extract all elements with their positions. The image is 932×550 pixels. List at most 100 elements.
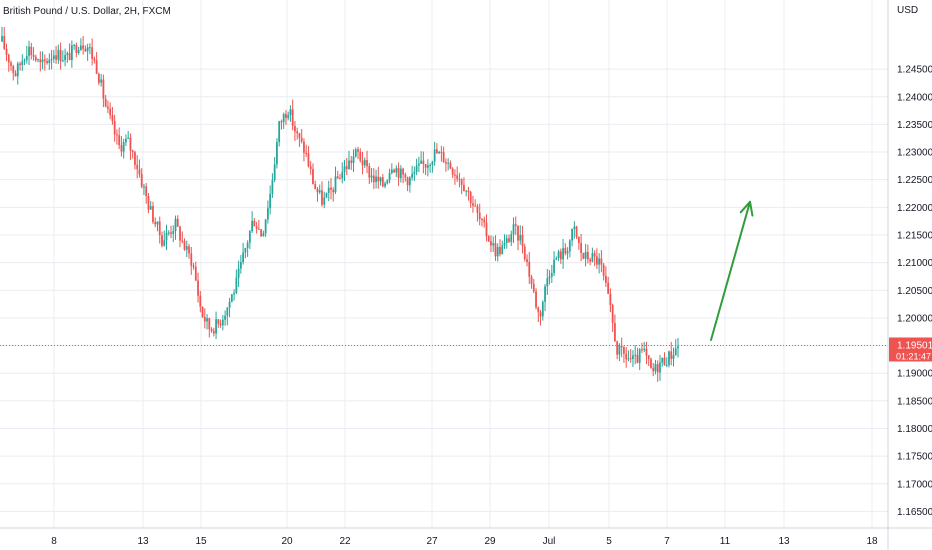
x-tick-label: 5 xyxy=(606,536,612,547)
candle-body xyxy=(330,187,332,190)
candle-body xyxy=(125,138,127,143)
price-axis[interactable]: 1.24500 1.24000 1.23500 1.23000 1.22500 1.220… xyxy=(897,65,932,518)
candle-body xyxy=(449,162,452,169)
candle-body xyxy=(118,135,121,146)
candle-body xyxy=(641,349,643,351)
y-tick-label: 1.20500 xyxy=(897,286,932,297)
candle-body xyxy=(377,176,380,182)
x-tick-label: 8 xyxy=(51,536,57,547)
candle-body xyxy=(212,330,215,334)
candle-body xyxy=(10,62,12,66)
candle-body xyxy=(48,59,51,64)
candle-body xyxy=(41,59,44,63)
candle-body xyxy=(483,219,486,223)
candle-body xyxy=(224,315,226,320)
candle-body xyxy=(248,231,251,243)
candle-body xyxy=(501,245,504,255)
x-tick-label: 18 xyxy=(866,536,878,547)
candle-body xyxy=(454,174,456,176)
y-tick-label: 1.18500 xyxy=(897,396,932,407)
candle-body xyxy=(73,44,76,46)
candle-body xyxy=(357,149,359,152)
candle-body xyxy=(111,115,114,122)
candle-body xyxy=(152,206,154,222)
candle-body xyxy=(219,323,222,326)
candle-body xyxy=(192,265,195,267)
candle-body xyxy=(185,246,188,250)
candle-body xyxy=(431,161,434,165)
candle-body xyxy=(566,251,569,254)
candle-body xyxy=(672,355,675,359)
x-tick-label: 20 xyxy=(281,536,293,547)
candle-body xyxy=(228,301,231,308)
candle-body xyxy=(510,234,513,242)
candle-body xyxy=(158,221,161,236)
candle-body xyxy=(314,184,317,189)
candle-body xyxy=(420,160,423,164)
candle-body xyxy=(174,218,177,231)
candle-body xyxy=(120,145,123,152)
candle-body xyxy=(363,160,366,166)
candle-body xyxy=(393,169,395,173)
candle-body xyxy=(424,163,427,168)
candle-body xyxy=(379,177,382,182)
candle-body xyxy=(325,192,328,198)
candle-body xyxy=(609,293,612,305)
candle-body xyxy=(316,188,319,193)
candle-body xyxy=(68,53,71,61)
time-axis[interactable]: 8 13 15 20 22 27 29 Jul 5 7 11 13 18 xyxy=(51,536,878,547)
candle-body xyxy=(399,168,402,179)
candle-body xyxy=(278,121,281,143)
candle-body xyxy=(490,241,492,246)
candle-body xyxy=(246,242,249,249)
candle-body xyxy=(354,149,357,157)
candle-body xyxy=(632,355,634,360)
candle-body xyxy=(438,151,441,154)
candle-body xyxy=(235,277,238,293)
candle-body xyxy=(147,196,150,210)
candle-body xyxy=(388,173,391,181)
y-tick-label: 1.23000 xyxy=(897,148,932,159)
candle-body xyxy=(334,176,337,193)
candle-body xyxy=(266,208,269,220)
candle-body xyxy=(397,168,400,179)
candle-body xyxy=(614,323,616,342)
candle-body xyxy=(32,55,35,57)
candle-body xyxy=(100,79,103,83)
candle-body xyxy=(253,220,256,227)
candle-body xyxy=(422,160,425,164)
candle-body xyxy=(602,264,605,276)
candle-body xyxy=(496,247,499,257)
candle-body xyxy=(677,346,679,349)
candle-body xyxy=(294,125,296,132)
candle-body xyxy=(251,220,254,232)
candle-body xyxy=(372,175,375,183)
candle-body xyxy=(39,59,42,63)
candle-body xyxy=(656,364,659,373)
candle-body xyxy=(291,109,294,126)
candles xyxy=(1,26,679,382)
candle-body xyxy=(494,243,497,257)
candle-body xyxy=(474,205,477,207)
candle-body xyxy=(127,137,130,139)
candle-body xyxy=(582,252,585,259)
candle-body xyxy=(456,175,459,179)
candle-body xyxy=(208,318,211,330)
candle-body xyxy=(593,253,596,257)
candle-body xyxy=(318,190,321,193)
candle-body xyxy=(670,351,673,359)
candle-body xyxy=(465,190,468,192)
candle-body xyxy=(415,165,418,172)
candle-body xyxy=(386,180,389,184)
candle-body xyxy=(300,137,303,142)
x-tick-label: 15 xyxy=(195,536,207,547)
candle-body xyxy=(86,47,89,52)
candle-body xyxy=(548,276,551,279)
candle-body xyxy=(406,177,409,186)
candle-body xyxy=(508,238,510,242)
x-tick-label: 13 xyxy=(137,536,149,547)
y-tick-label: 1.24000 xyxy=(897,92,932,103)
y-tick-label: 1.21000 xyxy=(897,258,932,269)
